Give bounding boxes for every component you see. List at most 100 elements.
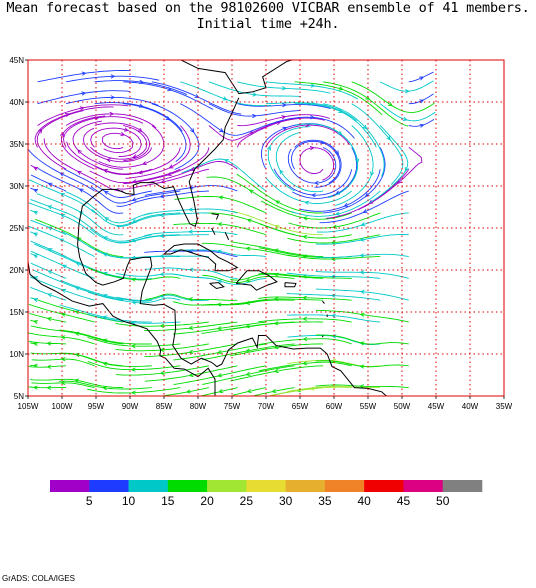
streamline-190 bbox=[265, 102, 357, 122]
streamline-arrow bbox=[303, 361, 308, 366]
coastline-6 bbox=[284, 282, 297, 288]
streamline-92 bbox=[172, 249, 267, 258]
coastline-8 bbox=[211, 227, 216, 235]
streamline-47 bbox=[87, 313, 181, 324]
streamline-3 bbox=[30, 378, 124, 389]
map-title-line-2: Initial time +24h. bbox=[196, 16, 340, 32]
streamline-arrow bbox=[275, 200, 280, 205]
streamline-160 bbox=[123, 147, 210, 184]
streamline-79 bbox=[202, 274, 295, 283]
streamline-arrow bbox=[169, 164, 174, 169]
streamline-204 bbox=[265, 81, 359, 100]
colorbar-label: 35 bbox=[318, 494, 332, 508]
x-tick-label: 75W bbox=[224, 402, 241, 411]
streamline-177 bbox=[294, 123, 359, 182]
streamline-arrow bbox=[142, 161, 147, 166]
streamline-arrow bbox=[387, 102, 393, 107]
streamline-151 bbox=[273, 168, 353, 196]
x-tick-label: 65W bbox=[292, 402, 309, 411]
streamline-arrow bbox=[33, 298, 38, 303]
streamline-arrow bbox=[222, 96, 228, 101]
streamline-21 bbox=[144, 365, 238, 382]
streamline-arrow bbox=[33, 254, 39, 259]
streamline-arrow bbox=[304, 200, 310, 205]
streamline-33 bbox=[87, 336, 181, 347]
streamline-arrow bbox=[47, 385, 52, 390]
x-tick-label: 90W bbox=[122, 402, 139, 411]
streamline-175 bbox=[237, 114, 331, 127]
streamline-144 bbox=[66, 141, 152, 175]
streamline-69 bbox=[315, 288, 409, 301]
streamline-197 bbox=[66, 75, 160, 83]
streamline-136 bbox=[275, 131, 324, 193]
colorbar-swatch bbox=[89, 480, 129, 492]
streamline-44 bbox=[28, 303, 95, 323]
streamline-102 bbox=[64, 211, 152, 242]
x-tick-label: 100W bbox=[52, 402, 73, 411]
streamline-arrow bbox=[131, 367, 136, 372]
coastline-5 bbox=[209, 282, 225, 290]
streamline-9 bbox=[253, 387, 295, 396]
streamline-123 bbox=[260, 200, 352, 220]
y-tick-label: 5N bbox=[14, 392, 24, 401]
streamline-arrow bbox=[47, 316, 52, 322]
streamline-arrow bbox=[274, 321, 279, 326]
streamline-arrow bbox=[167, 87, 172, 92]
streamline-arrow bbox=[48, 270, 53, 275]
streamline-arrow bbox=[132, 154, 138, 159]
streamline-129 bbox=[43, 138, 124, 192]
streamline-32 bbox=[59, 329, 152, 345]
streamline-arrow bbox=[160, 370, 165, 376]
streamline-arrow bbox=[61, 288, 67, 293]
streamline-arrow bbox=[246, 277, 251, 283]
streamline-arrow bbox=[344, 202, 349, 207]
streamline-53 bbox=[258, 318, 352, 323]
streamline-119 bbox=[144, 208, 238, 216]
streamline-arrow bbox=[370, 171, 375, 176]
streamline-31 bbox=[30, 325, 124, 345]
streamline-179 bbox=[334, 125, 374, 206]
streamline-145 bbox=[89, 168, 181, 184]
streamline-172 bbox=[98, 125, 165, 168]
streamline-122 bbox=[236, 173, 324, 214]
colorbar bbox=[50, 480, 483, 492]
streamline-198 bbox=[94, 80, 188, 96]
streamline-170 bbox=[94, 122, 150, 161]
streamline-186 bbox=[151, 103, 200, 170]
streamline-132 bbox=[116, 190, 209, 207]
streamline-arrow bbox=[355, 158, 360, 163]
streamline-arrow bbox=[360, 270, 365, 275]
streamline-41 bbox=[316, 334, 409, 345]
streamline-arrow bbox=[247, 388, 252, 394]
streamline-49 bbox=[144, 321, 238, 331]
streamline-43 bbox=[29, 312, 67, 323]
streamline-154 bbox=[34, 106, 114, 148]
streamline-137 bbox=[265, 177, 352, 204]
streamline-178 bbox=[322, 125, 359, 199]
streamline-182 bbox=[37, 90, 131, 105]
streamline-115 bbox=[37, 168, 124, 214]
streamline-arrow bbox=[252, 92, 257, 97]
streamline-116 bbox=[65, 191, 152, 224]
x-tick-label: 45W bbox=[428, 402, 445, 411]
coastlines bbox=[28, 60, 388, 396]
streamline-68 bbox=[286, 293, 381, 301]
streamline-91 bbox=[144, 250, 238, 258]
streamline-196 bbox=[37, 70, 131, 83]
streamline-80 bbox=[230, 273, 324, 281]
streamline-arrow bbox=[274, 368, 279, 374]
streamline-158 bbox=[82, 127, 153, 163]
streamline-54 bbox=[287, 314, 381, 323]
streamline-arrow bbox=[419, 123, 424, 128]
streamline-176 bbox=[265, 116, 355, 139]
colorbar-swatch bbox=[128, 480, 169, 492]
streamline-19 bbox=[87, 360, 181, 371]
streamline-arrow bbox=[360, 341, 365, 346]
streamline-174 bbox=[208, 117, 297, 141]
streamline-78 bbox=[173, 273, 267, 285]
streamline-4 bbox=[58, 380, 152, 390]
colorbar-label: 10 bbox=[121, 494, 136, 508]
streamline-arrow bbox=[282, 103, 287, 108]
colorbar-label: 25 bbox=[239, 494, 254, 508]
coastline-3 bbox=[163, 243, 239, 272]
